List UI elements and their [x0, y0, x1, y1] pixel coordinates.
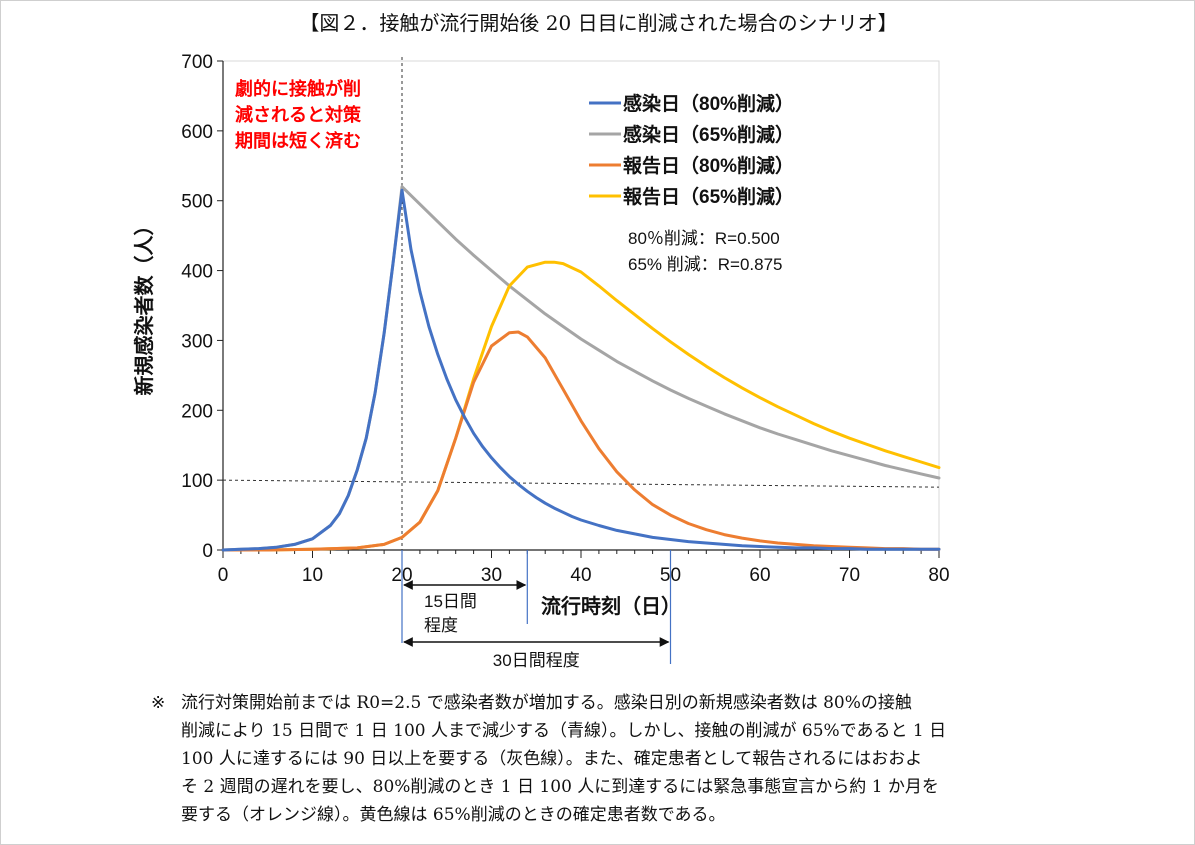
- x-tick-label: 60: [749, 565, 770, 586]
- footnote-line-5: 要する（オレンジ線）。黄色線は 65%削減のときの確定患者数である。: [181, 805, 726, 825]
- bracket-15-label-2: 程度: [424, 616, 458, 635]
- annotation-red-line-2: 減されると対策: [235, 104, 362, 125]
- x-tick-label: 0: [218, 565, 229, 586]
- x-tick-label: 30: [481, 565, 502, 586]
- y-tick-label: 100: [181, 471, 213, 492]
- footnote-text-1: 流行対策開始前までは R0=2.5 で感染者数が増加する。感染日別の新規感染者数…: [181, 693, 912, 713]
- annotation-red-line-3: 期間は短く済む: [235, 130, 361, 151]
- footnote-line-3: 100 人に達するには 90 日以上を要する（灰色線）。また、確定患者として報告…: [181, 749, 923, 769]
- legend-label-4: 報告日（65%削減）: [623, 185, 794, 208]
- x-tick-label: 40: [570, 565, 591, 586]
- y-tick-label: 0: [202, 541, 213, 562]
- r-value-label-1: 80％削減：R=0.500: [628, 229, 780, 248]
- y-tick-label: 500: [181, 192, 213, 213]
- series-line-1: [221, 188, 941, 552]
- bracket-30-label: 30日間程度: [493, 651, 580, 670]
- y-tick-label: 600: [181, 122, 213, 143]
- y-axis-title: 新規感染者数（人）: [132, 216, 156, 396]
- footnote-line-2: 削減により 15 日間で 1 日 100 人まで減少する（青線）。しかし、接触の…: [181, 721, 947, 741]
- y-tick-label: 300: [181, 331, 213, 352]
- legend-label-3: 報告日（80%削減）: [623, 154, 794, 177]
- footnote: ※ 流行対策開始前までは R0=2.5 で感染者数が増加する。感染日別の新規感染者…: [151, 689, 1091, 829]
- y-tick-label: 400: [181, 262, 213, 283]
- x-tick-label: 80: [928, 565, 949, 586]
- y-tick-label: 200: [181, 401, 213, 422]
- horizontal-reference-line: [222, 479, 940, 488]
- r-value-label-2: 65% 削減：R=0.875: [628, 255, 783, 274]
- footnote-line-1: ※ 流行対策開始前までは R0=2.5 で感染者数が増加する。感染日別の新規感染者…: [151, 689, 1091, 717]
- bracket-15-label-1: 15日間: [424, 592, 477, 611]
- series-line-4: [221, 260, 941, 552]
- x-tick-label: 70: [839, 565, 860, 586]
- series-line-3: [221, 330, 941, 552]
- legend-label-1: 感染日（80%削減）: [623, 92, 794, 115]
- figure-title: 【図２．接触が流行開始後 20 日目に削減された場合のシナリオ】: [299, 11, 898, 35]
- annotation-red-line-1: 劇的に接触が削: [235, 78, 361, 99]
- footnote-line-4: そ 2 週間の遅れを要し、80%削減のとき 1 日 100 人に到達するには緊急…: [181, 777, 939, 797]
- y-tick-label: 700: [181, 52, 213, 73]
- footnote-mark: ※: [151, 693, 166, 713]
- series-line-2: [221, 185, 941, 552]
- x-axis-title: 流行時刻（日）: [541, 594, 681, 618]
- legend-label-2: 感染日（65%削減）: [623, 123, 794, 146]
- x-tick-label: 10: [302, 565, 323, 586]
